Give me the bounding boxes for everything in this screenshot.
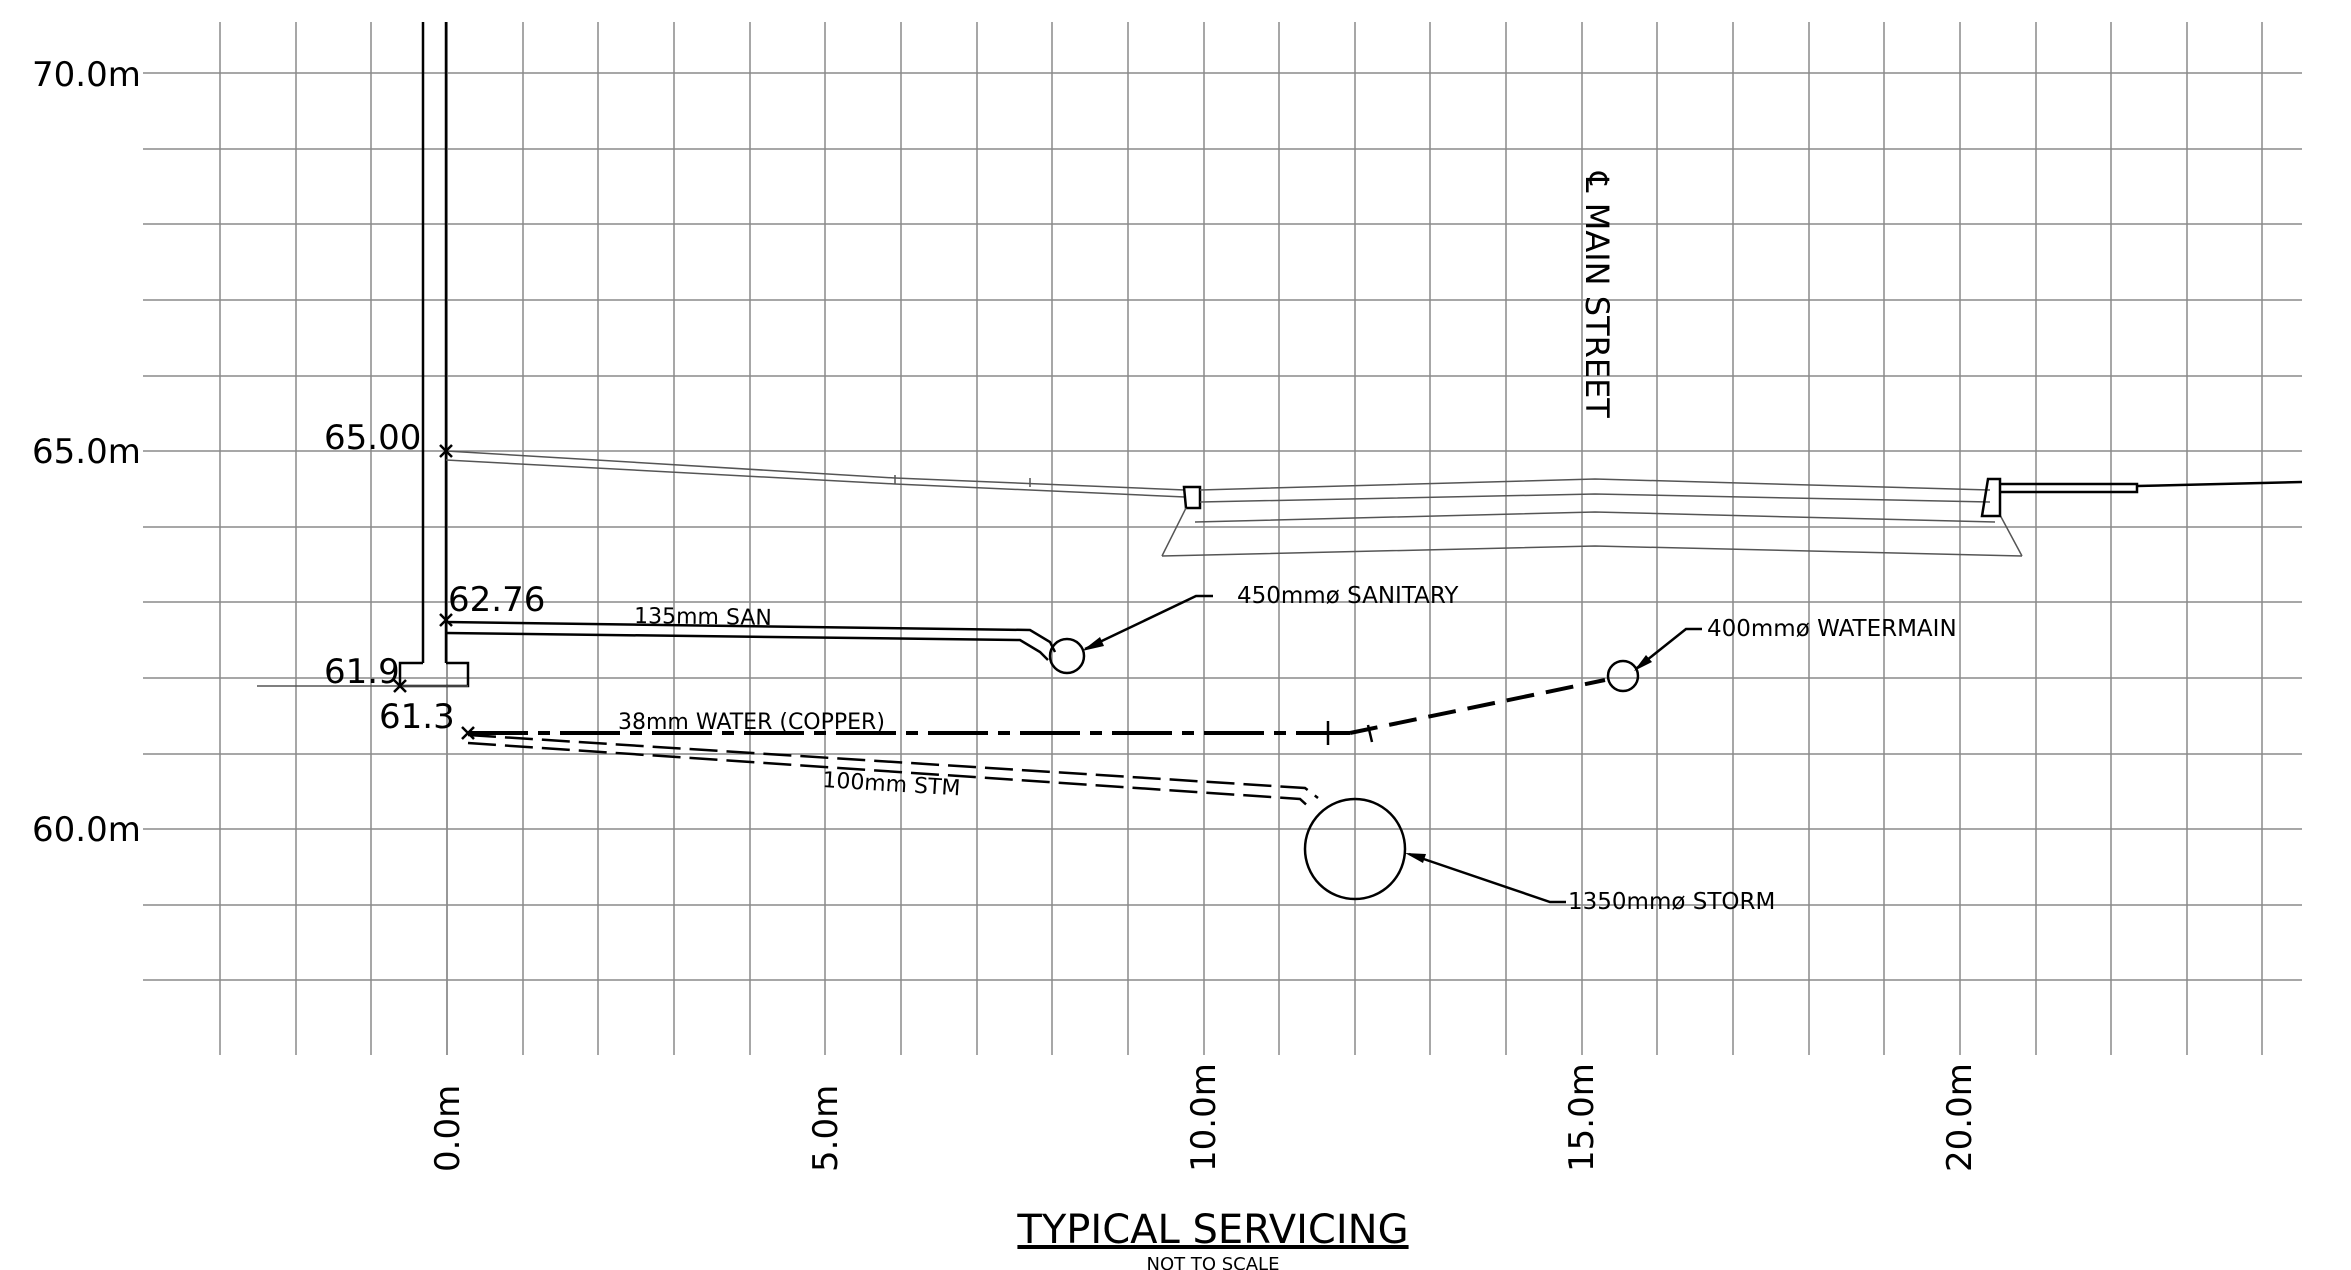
drawing-subtitle: NOT TO SCALE (1147, 1254, 1280, 1270)
x-label-0: 0.0m (428, 1085, 468, 1172)
x-label-10: 10.0m (1184, 1063, 1224, 1172)
x-label-5: 5.0m (806, 1085, 846, 1172)
label-san: 135mm SAN (634, 604, 772, 631)
elev-footing: 61.9 (324, 652, 400, 692)
label-stm: 100mm STM (822, 768, 962, 801)
ground-profile (445, 450, 2303, 557)
label-water: 38mm WATER (COPPER) (618, 710, 885, 735)
y-label-70: 70.0m (32, 55, 141, 95)
x-label-15: 15.0m (1562, 1063, 1602, 1172)
callout-storm: 1350mmø STORM (1568, 889, 1775, 915)
watermain-pipe (1606, 659, 1640, 693)
street-label: ℄ MAIN STREET (1578, 171, 1616, 418)
elev-ground: 65.00 (324, 418, 421, 458)
storm-service (467, 733, 1407, 901)
callout-watermain: 400mmø WATERMAIN (1707, 616, 1957, 642)
sanitary-main-pipe (1048, 637, 1086, 675)
callout-leaders (1082, 594, 1702, 904)
storm-main-pipe (1303, 797, 1407, 901)
x-label-20: 20.0m (1940, 1063, 1980, 1172)
grid (143, 22, 2302, 1055)
y-label-60: 60.0m (32, 810, 141, 850)
drawing-title: TYPICAL SERVICING (1016, 1207, 1408, 1253)
sanitary-service (445, 620, 1086, 675)
elevation-markers (393, 444, 475, 740)
callout-sanitary: 450mmø SANITARY (1237, 583, 1459, 609)
elev-san-invert: 62.76 (448, 580, 545, 620)
building-wall (257, 22, 470, 688)
water-service (468, 659, 1640, 745)
elev-water-invert: 61.3 (379, 697, 455, 737)
y-label-65: 65.0m (32, 432, 141, 472)
